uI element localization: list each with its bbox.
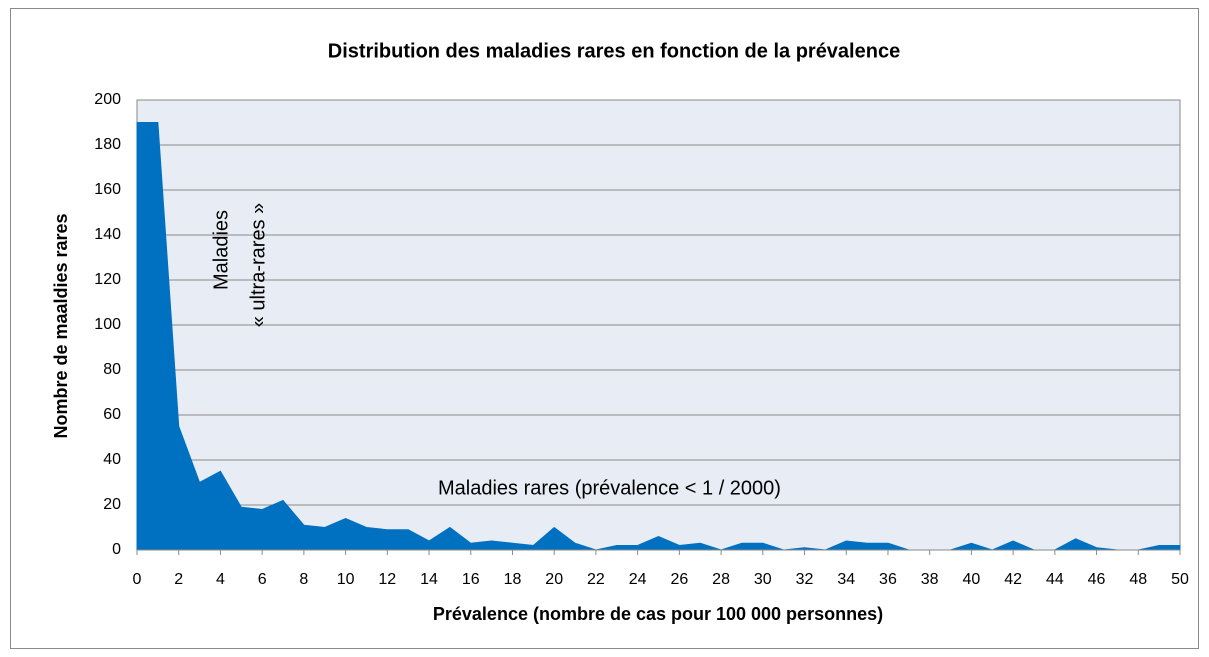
x-tick-label: 30: [754, 571, 772, 588]
x-tick-label: 28: [712, 571, 730, 588]
annotation: Maladies: [210, 210, 232, 290]
x-tick-label: 26: [670, 571, 688, 588]
x-tick-label: 34: [837, 571, 855, 588]
y-tick-label: 160: [94, 181, 121, 198]
y-tick-label: 180: [94, 136, 121, 153]
x-tick-label: 6: [258, 571, 267, 588]
x-tick-label: 42: [1004, 571, 1022, 588]
y-tick-label: 40: [103, 451, 121, 468]
annotation: « ultra-rares »: [247, 203, 269, 328]
y-tick-label: 120: [94, 271, 121, 288]
x-tick-label: 16: [462, 571, 480, 588]
x-tick-label: 10: [337, 571, 355, 588]
y-tick-label: 80: [103, 361, 121, 378]
x-tick-label: 18: [504, 571, 522, 588]
x-tick-label: 2: [174, 571, 183, 588]
y-tick-label: 100: [94, 316, 121, 333]
x-tick-label: 14: [420, 571, 438, 588]
x-tick-label: 4: [216, 571, 225, 588]
x-tick-label: 40: [963, 571, 981, 588]
y-tick-label: 140: [94, 226, 121, 243]
x-tick-label: 44: [1046, 571, 1064, 588]
chart-title: Distribution des maladies rares en fonct…: [328, 40, 900, 62]
x-tick-label: 38: [921, 571, 939, 588]
x-tick-label: 32: [796, 571, 814, 588]
y-tick-label: 60: [103, 406, 121, 423]
x-tick-label: 22: [587, 571, 605, 588]
y-tick-label: 0: [112, 541, 121, 558]
x-tick-label: 50: [1171, 571, 1189, 588]
x-tick-label: 48: [1129, 571, 1147, 588]
y-tick-label: 20: [103, 496, 121, 513]
annotation: Maladies rares (prévalence < 1 / 2000): [438, 477, 781, 499]
y-axis-label: Nombre de maaldies rares: [51, 213, 71, 438]
y-tick-label: 200: [94, 91, 121, 108]
x-tick-label: 20: [545, 571, 563, 588]
x-tick-label: 12: [378, 571, 396, 588]
x-tick-label: 24: [629, 571, 647, 588]
x-tick-label: 46: [1088, 571, 1106, 588]
x-tick-label: 0: [133, 571, 142, 588]
x-tick-label: 8: [299, 571, 308, 588]
x-axis-label: Prévalence (nombre de cas pour 100 000 p…: [433, 604, 883, 624]
x-tick-label: 36: [879, 571, 897, 588]
